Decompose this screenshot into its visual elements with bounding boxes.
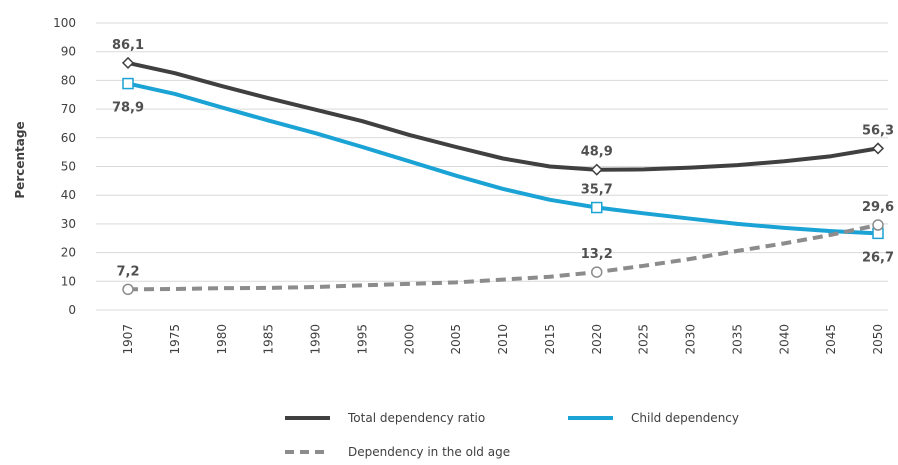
data-label-1-0: 78,9 bbox=[112, 101, 144, 116]
legend: Total dependency ratio Child dependency … bbox=[285, 411, 739, 459]
x-axis-ticks: 1907 1975 1980 1985 1990 1995 2000 2005 2010 2015… bbox=[121, 324, 885, 355]
series-line-1 bbox=[127, 81, 879, 236]
data-label-0-0: 86,1 bbox=[112, 38, 144, 53]
legend-item-total: Total dependency ratio bbox=[285, 411, 485, 425]
y-tick-0: 0 bbox=[68, 303, 76, 317]
y-tick-10: 10 bbox=[61, 274, 76, 288]
marker-2-0 bbox=[122, 283, 134, 296]
legend-item-child: Child dependency bbox=[568, 411, 739, 425]
series-markers bbox=[121, 56, 885, 296]
x-tick-2020: 2020 bbox=[590, 324, 604, 355]
marker-2-16 bbox=[872, 219, 884, 231]
y-tick-80: 80 bbox=[61, 73, 76, 87]
series-line-0 bbox=[127, 60, 879, 172]
legend-label-child: Child dependency bbox=[631, 411, 739, 425]
x-tick-1907: 1907 bbox=[121, 324, 135, 355]
x-tick-2000: 2000 bbox=[402, 324, 416, 355]
data-label-1-10: 35,7 bbox=[581, 183, 613, 198]
y-axis-ticks: 0 10 20 30 40 50 60 70 80 90 100 bbox=[53, 16, 76, 317]
marker-0-16 bbox=[871, 142, 885, 155]
x-tick-2040: 2040 bbox=[777, 324, 791, 355]
data-labels: 86,1 48,9 56,3 78,9 35,7 26,7 7,2 13,2 29,6 bbox=[112, 38, 894, 279]
legend-item-old-age: Dependency in the old age bbox=[285, 445, 510, 459]
y-tick-40: 40 bbox=[61, 188, 76, 202]
x-tick-1985: 1985 bbox=[262, 324, 276, 355]
y-tick-60: 60 bbox=[61, 131, 76, 145]
x-tick-2030: 2030 bbox=[684, 324, 698, 355]
marker-0-0 bbox=[121, 56, 135, 69]
series-line-2 bbox=[127, 223, 879, 292]
series-lines bbox=[127, 60, 879, 292]
x-tick-1995: 1995 bbox=[355, 324, 369, 355]
y-tick-70: 70 bbox=[61, 102, 76, 116]
x-tick-2035: 2035 bbox=[730, 324, 744, 355]
legend-label-total: Total dependency ratio bbox=[347, 411, 485, 425]
marker-1-0 bbox=[122, 77, 134, 90]
y-tick-90: 90 bbox=[61, 45, 76, 59]
x-tick-2010: 2010 bbox=[496, 324, 510, 355]
y-axis-label: Percentage bbox=[13, 121, 27, 198]
data-label-2-0: 7,2 bbox=[116, 264, 139, 279]
x-tick-1990: 1990 bbox=[309, 324, 323, 355]
gridlines bbox=[96, 22, 888, 311]
marker-1-10 bbox=[591, 201, 603, 214]
x-tick-2045: 2045 bbox=[824, 324, 838, 355]
x-tick-2005: 2005 bbox=[449, 324, 463, 355]
data-label-2-16: 29,6 bbox=[862, 200, 894, 215]
y-tick-50: 50 bbox=[61, 160, 76, 174]
data-label-0-16: 56,3 bbox=[862, 123, 894, 138]
y-tick-20: 20 bbox=[61, 246, 76, 260]
x-tick-2015: 2015 bbox=[543, 324, 557, 355]
y-tick-100: 100 bbox=[53, 16, 76, 30]
marker-0-10 bbox=[590, 163, 603, 176]
data-label-2-10: 13,2 bbox=[581, 247, 613, 262]
data-label-1-16: 26,7 bbox=[862, 250, 894, 265]
y-tick-30: 30 bbox=[61, 217, 76, 231]
data-label-0-10: 48,9 bbox=[581, 145, 613, 160]
x-tick-1975: 1975 bbox=[168, 324, 182, 355]
x-tick-1980: 1980 bbox=[215, 324, 229, 355]
x-tick-2025: 2025 bbox=[637, 324, 651, 355]
marker-2-10 bbox=[591, 266, 603, 278]
legend-label-old-age: Dependency in the old age bbox=[348, 445, 510, 459]
x-tick-2050: 2050 bbox=[871, 324, 885, 355]
